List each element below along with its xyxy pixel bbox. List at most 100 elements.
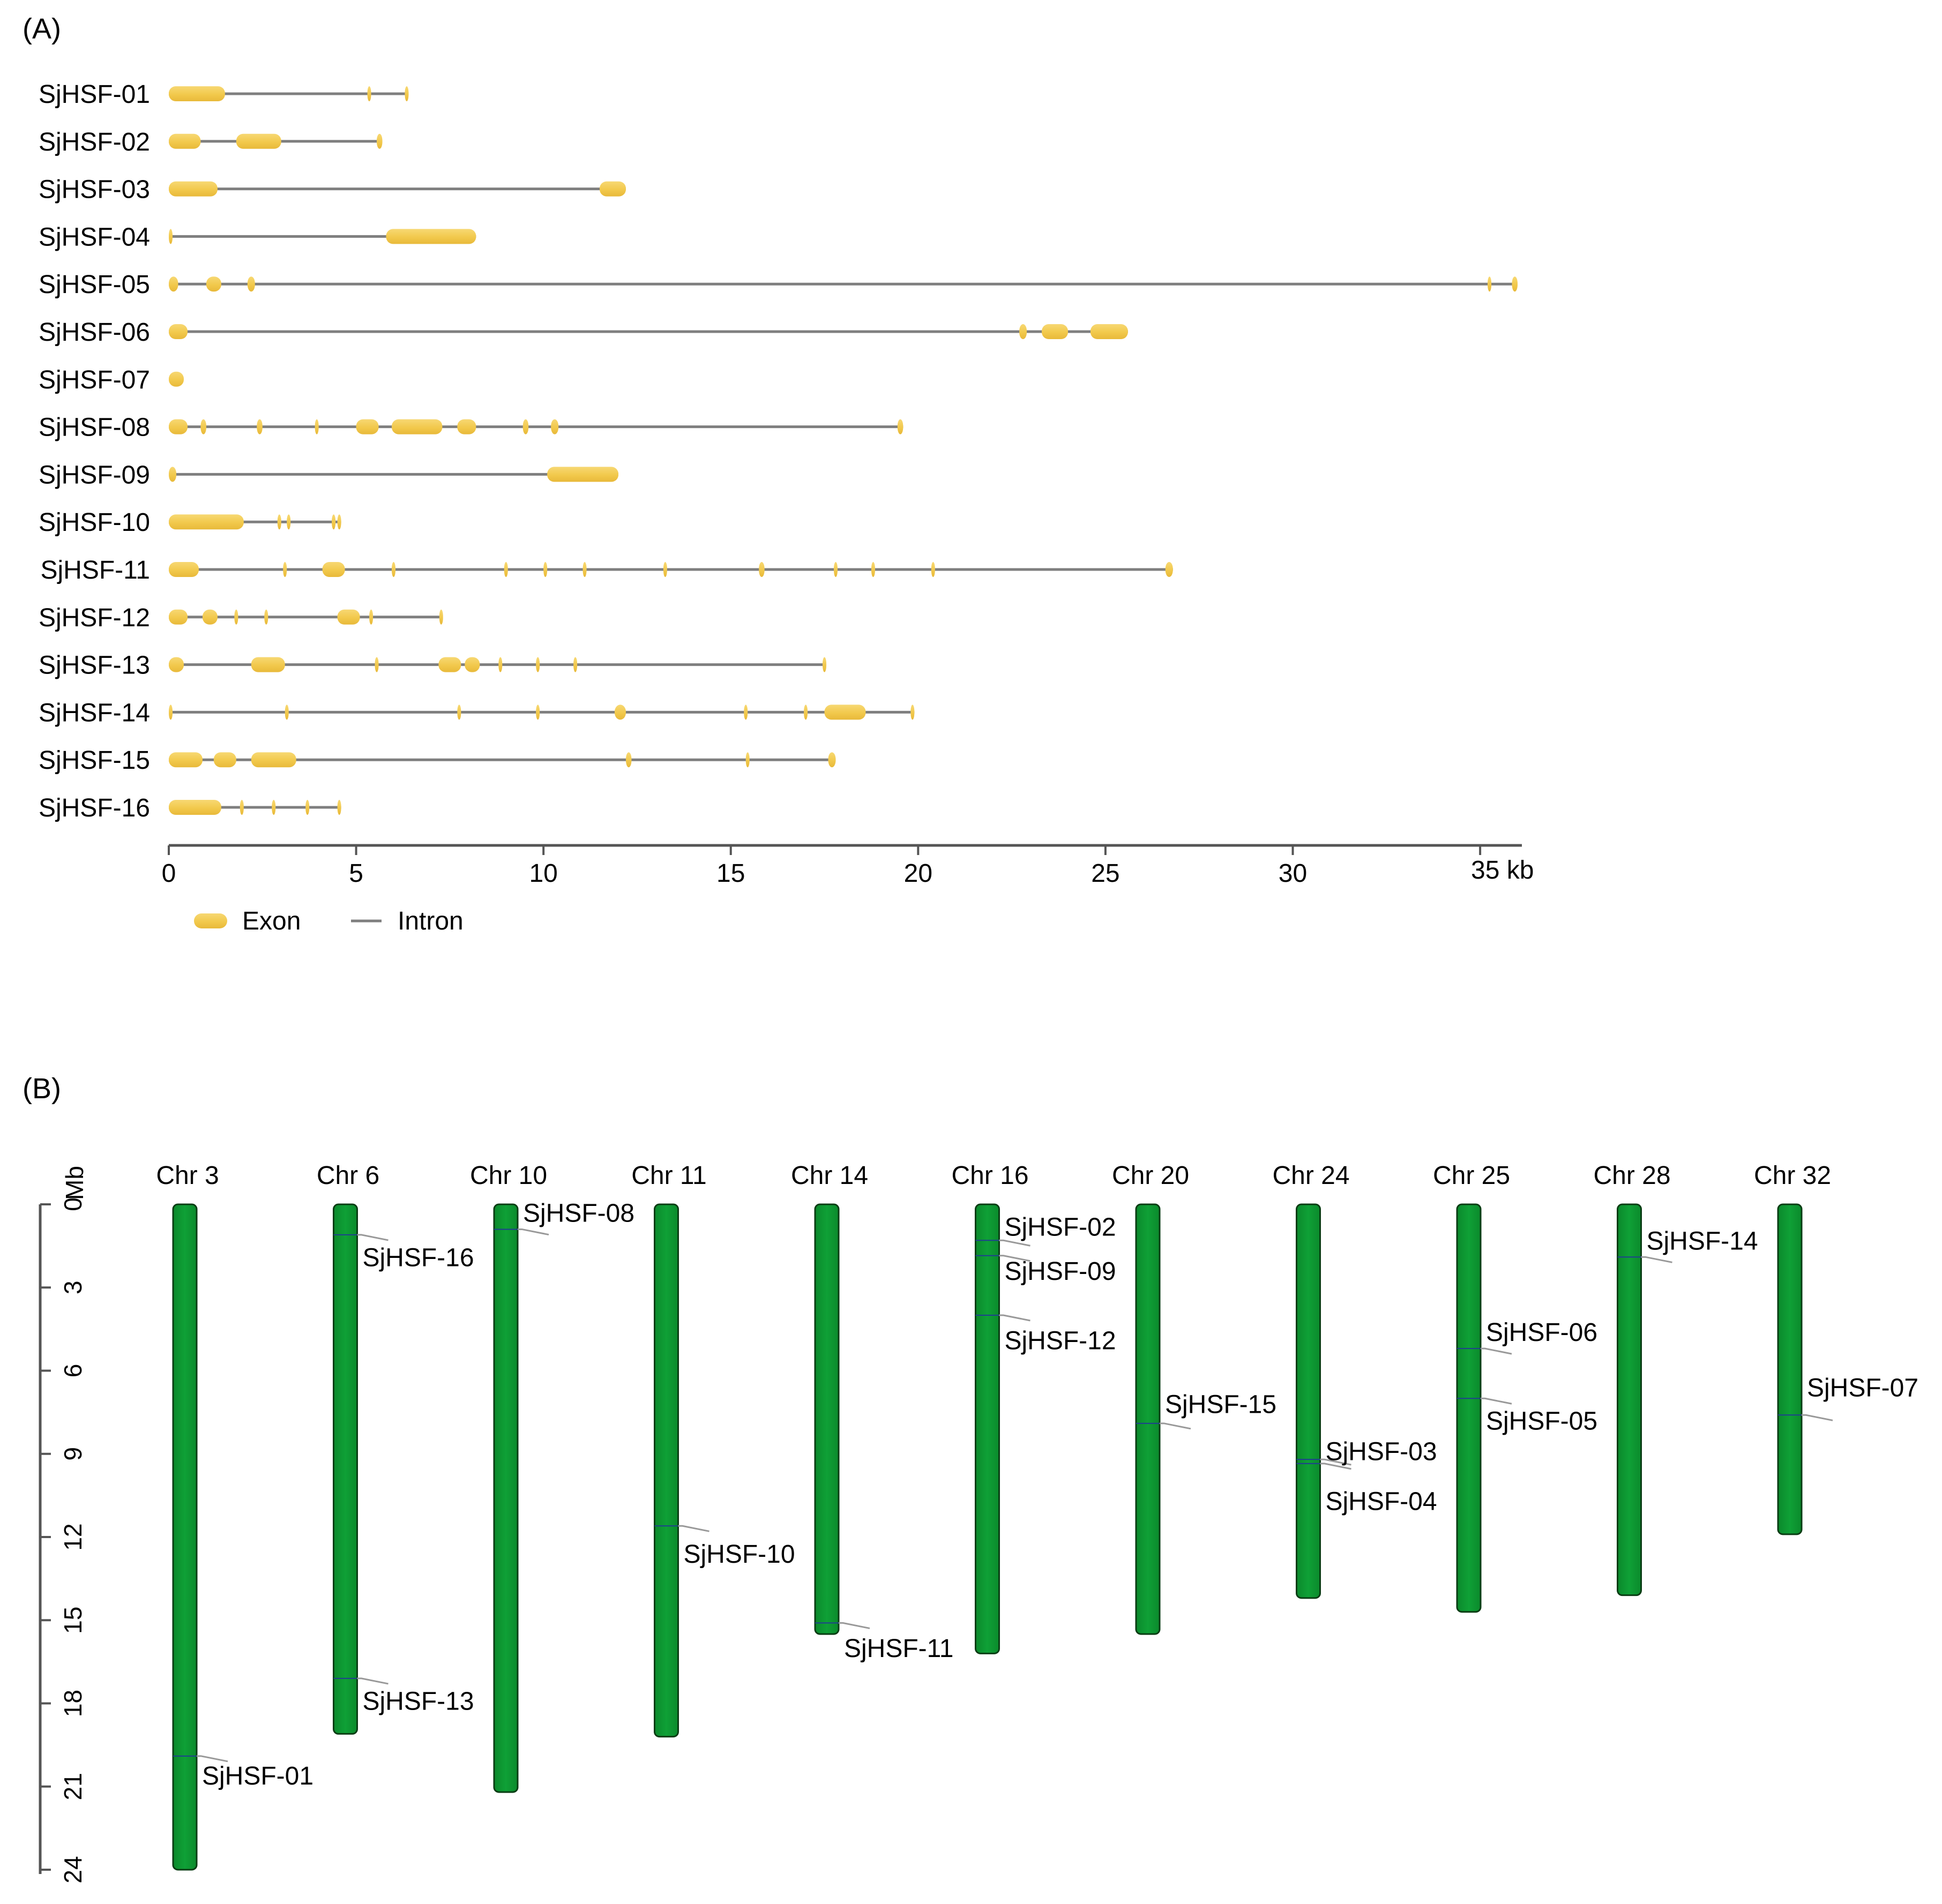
gene-leader-line: [197, 1755, 228, 1763]
gene-label: SjHSF-05: [39, 271, 150, 299]
chromosome-label: Chr 10: [470, 1161, 547, 1190]
mb-axis: 0 3 6 9 12 15 18 21 24 Mb: [39, 1166, 88, 1884]
chromosome-label: Chr 14: [791, 1161, 868, 1190]
exon: [169, 514, 244, 530]
kb-tick-label: 25: [1091, 859, 1119, 888]
exon: [251, 657, 285, 672]
gene-label: SjHSF-11: [41, 556, 151, 584]
gene-leader-line: [1160, 1422, 1191, 1430]
exon: [169, 657, 184, 672]
gene-row: SjHSF-13: [39, 651, 827, 680]
exon: [247, 276, 255, 292]
exon: [169, 324, 188, 339]
exon: [200, 419, 206, 434]
gene-row: SjHSF-14: [39, 699, 915, 727]
exon: [1488, 276, 1492, 292]
exon: [169, 276, 178, 292]
gene-label: SjHSF-01: [39, 80, 150, 109]
chromosome-bar: [1456, 1203, 1482, 1613]
exon: [169, 86, 225, 101]
exon: [377, 133, 383, 149]
exon: [257, 419, 263, 434]
exon: [367, 86, 371, 101]
exon: [169, 419, 188, 434]
exon: [600, 181, 626, 197]
chromosome-bar: [1135, 1203, 1161, 1635]
chromosome: Chr 3 SjHSF-01: [156, 1161, 313, 1871]
kb-axis-ticks: 0 5 10 15 20 25 30: [162, 845, 1482, 888]
chromosome: Chr 6 SjHSF-16 SjHSF-13: [317, 1161, 474, 1735]
exon: [1042, 324, 1068, 339]
chromosome-label: Chr 6: [317, 1161, 379, 1190]
exon: [439, 609, 443, 625]
exon: [202, 609, 218, 625]
exon: [759, 562, 765, 577]
exon: [169, 704, 173, 720]
mb-tick-label: 12: [59, 1523, 87, 1550]
chromosome-bar: [1296, 1203, 1321, 1599]
gene-leader-line: [1802, 1414, 1833, 1421]
chromosome-bar: [1617, 1203, 1642, 1596]
gene-label: SjHSF-12: [39, 604, 150, 632]
exon: [910, 704, 915, 720]
kb-tick-label: 15: [716, 859, 745, 888]
chromosome-gene-label: SjHSF-02: [1005, 1213, 1116, 1241]
gene-row: SjHSF-10: [39, 508, 341, 537]
chromosome-bar: [654, 1203, 679, 1738]
gene-row: SjHSF-02: [39, 128, 383, 156]
chromosome-bar: [975, 1203, 1000, 1654]
exon: [315, 419, 319, 434]
chromosome-gene-label: SjHSF-13: [363, 1687, 474, 1715]
exon: [744, 704, 748, 720]
mb-axis-label: Mb: [61, 1166, 88, 1200]
gene-row: SjHSF-06: [39, 318, 1128, 347]
mb-tick-label: 18: [59, 1690, 87, 1717]
exon: [551, 419, 559, 434]
panel-a-label: (A): [23, 13, 61, 45]
exon: [897, 419, 903, 434]
exon: [169, 562, 199, 577]
chromosome-bar: [493, 1203, 519, 1793]
exon: [392, 562, 396, 577]
exon: [615, 704, 626, 720]
gene-structure-rows: SjHSF-01 SjHSF-02 SjHSF-03 SjHSF-04 SjHSF-05…: [39, 80, 1518, 822]
exon: [392, 419, 443, 434]
chromosome-label: Chr 32: [1754, 1161, 1831, 1190]
gene-leader-line: [1481, 1347, 1512, 1355]
exon: [169, 467, 176, 482]
exon: [804, 704, 808, 720]
exon: [386, 229, 476, 244]
exon: [322, 562, 345, 577]
chromosome-bar: [814, 1203, 840, 1635]
exon: [169, 800, 221, 815]
exon: [169, 752, 203, 768]
exon: [251, 752, 296, 768]
exon: [287, 514, 291, 530]
gene-row: SjHSF-09: [39, 461, 618, 489]
exon: [305, 800, 310, 815]
mb-tick-label: 24: [59, 1856, 87, 1883]
gene-label: SjHSF-03: [39, 176, 150, 204]
gene-leader-line: [1320, 1463, 1351, 1470]
gene-leader-line: [678, 1525, 709, 1532]
gene-row: SjHSF-05: [39, 271, 1518, 299]
chromosome: Chr 32 SjHSF-07: [1754, 1161, 1918, 1535]
chromosome-label: Chr 16: [951, 1161, 1028, 1190]
gene-row: SjHSF-15: [39, 746, 836, 775]
chromosome: Chr 25 SjHSF-06 SjHSF-05: [1433, 1161, 1597, 1613]
chromosome: Chr 14 SjHSF-11: [791, 1161, 954, 1663]
chromosome-gene-label: SjHSF-12: [1005, 1327, 1116, 1355]
exon: [264, 609, 268, 625]
gene-row: SjHSF-07: [39, 366, 184, 394]
gene-leader-line: [999, 1314, 1030, 1322]
exon: [663, 562, 667, 577]
kb-tick-label: 10: [529, 859, 557, 888]
legend-exon-swatch: [194, 913, 227, 928]
chromosome: Chr 16 SjHSF-02 SjHSF-09 SjHSF-12: [951, 1161, 1116, 1654]
exon: [871, 562, 875, 577]
exon: [272, 800, 276, 815]
chromosome-gene-label: SjHSF-10: [684, 1540, 795, 1569]
exon: [504, 562, 508, 577]
mb-tick-label: 21: [59, 1773, 87, 1800]
